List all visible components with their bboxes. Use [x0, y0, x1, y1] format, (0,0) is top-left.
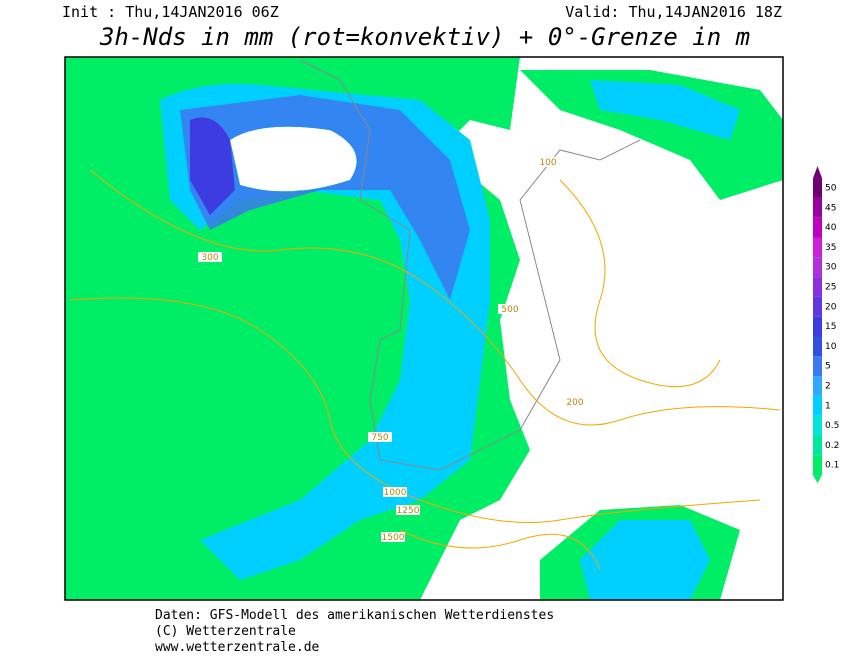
contour-label-box [198, 252, 222, 262]
rain-area [580, 520, 710, 600]
footer-url: www.wetterzentrale.de [155, 640, 320, 655]
colorbar-swatch [813, 415, 822, 436]
precipitation [65, 57, 783, 600]
colorbar-swatch [813, 277, 822, 297]
colorbar-swatch [813, 217, 822, 238]
footer-copyright: (C) Wetterzentrale [155, 624, 296, 639]
colorbar-cap [813, 475, 822, 484]
colorbar-swatch [813, 376, 822, 396]
map: 300 500 750 1000 1250 1500 100 200 [64, 56, 784, 601]
contour-label-box [368, 432, 392, 442]
freezing-level-contour [69, 169, 781, 571]
colorbar-label: 20 [825, 302, 837, 312]
contour-label-box [396, 505, 420, 515]
contour-label-box [383, 487, 407, 497]
valid-time: Valid: Thu,14JAN2016 18Z [565, 3, 782, 21]
contour-label: 1250 [397, 506, 420, 516]
footer-source: Daten: GFS-Modell des amerikanischen Wet… [155, 608, 554, 623]
colorbar-label: 40 [825, 223, 837, 233]
colorbar: 50 45 40 35 30 25 20 15 10 5 2 1 0.5 0.2 0.1 [813, 166, 839, 484]
contour-label: 1500 [382, 533, 405, 543]
colorbar-swatch [813, 336, 822, 357]
colorbar-label: 0.1 [825, 461, 839, 471]
colorbar-label: 25 [825, 283, 836, 293]
contour-label: 200 [566, 398, 583, 408]
colorbar-label: 0.2 [825, 441, 839, 451]
colorbar-label: 35 [825, 243, 836, 253]
colorbar-label: 50 [825, 184, 837, 194]
colorbar-label: 0.5 [825, 421, 839, 431]
colorbar-label: 30 [825, 263, 837, 273]
colorbar-swatch [813, 237, 822, 258]
contour-label-box [563, 397, 587, 407]
contour-label: 500 [501, 305, 518, 315]
colorbar-label: 15 [825, 322, 836, 332]
init-time: Init : Thu,14JAN2016 06Z [62, 3, 279, 21]
contour-label-box [536, 157, 560, 167]
contour-label: 100 [539, 158, 556, 168]
rain-area [190, 117, 235, 215]
colorbar-swatch [813, 395, 822, 416]
map-frame [64, 56, 784, 601]
colorbar-label: 5 [825, 362, 831, 372]
colorbar-label: 1 [825, 401, 831, 411]
colorbar-swatch [813, 296, 822, 317]
rain-area [590, 80, 740, 140]
title: 3h-Nds in mm (rot=konvektiv) + 0°-Grenze… [99, 23, 750, 51]
colorbar-swatch [813, 455, 822, 476]
colorbar-label: 10 [825, 342, 837, 352]
border [299, 59, 641, 471]
contour-label: 750 [371, 433, 388, 443]
rain-area [180, 95, 470, 300]
colorbar-swatch [813, 257, 822, 278]
colorbar-cap [813, 166, 822, 179]
contour-label-box [381, 532, 405, 542]
colorbar-swatch [813, 178, 822, 198]
contour-label: 300 [201, 253, 218, 263]
colorbar-swatch [813, 316, 822, 337]
colorbar-swatch [813, 435, 822, 456]
colorbar-label: 45 [825, 203, 836, 213]
contour-label-box [498, 304, 522, 314]
rain-area [65, 100, 350, 365]
colorbar-swatch [813, 356, 822, 377]
colorbar-label: 2 [825, 382, 831, 392]
colorbar-swatch [813, 197, 822, 218]
contour-label: 1000 [384, 488, 407, 498]
